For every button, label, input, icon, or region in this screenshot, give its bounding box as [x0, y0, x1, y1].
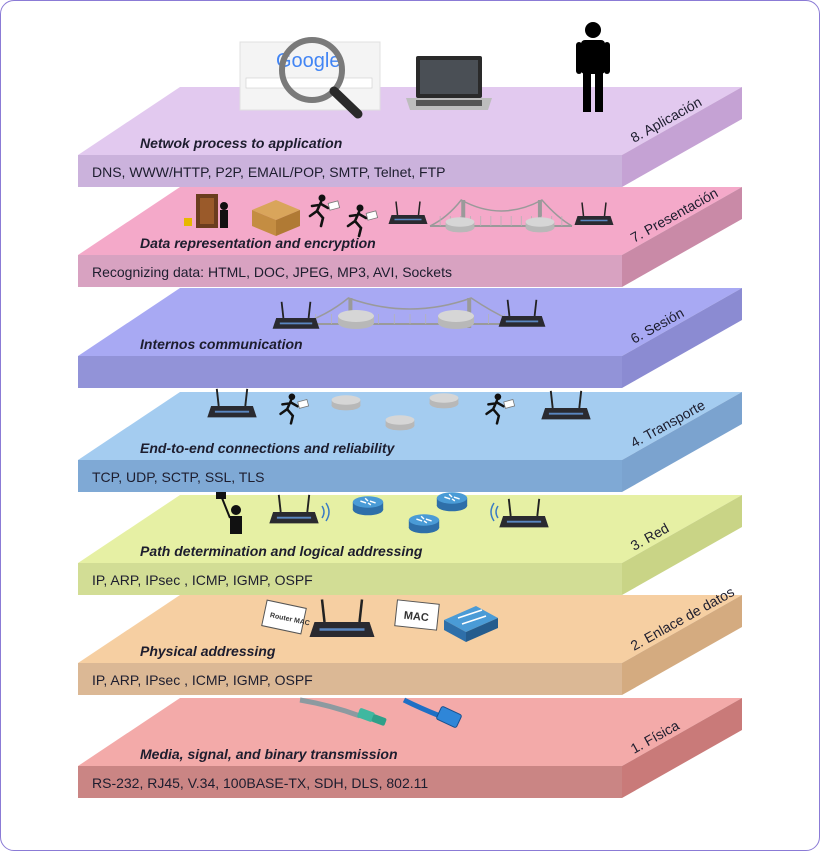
router-icon: [272, 301, 320, 329]
layer-side-face: [622, 698, 742, 798]
layer-side-face: [622, 392, 742, 492]
layer-fisica: Media, signal, and binary transmission RS…: [78, 698, 742, 798]
runner-icon: [346, 204, 379, 238]
layer-front-face: [78, 563, 622, 595]
person-icon: [576, 22, 610, 112]
layer-description: Physical addressing: [140, 643, 276, 659]
router-icon: [309, 599, 375, 637]
cisco-router-icon: [436, 492, 468, 512]
layer-protocols: IP, ARP, IPsec , ICMP, IGMP, OSPF: [92, 672, 313, 688]
layer-description: Media, signal, and binary transmission: [140, 746, 398, 762]
router-icon: [388, 201, 428, 224]
layer-sesion: Internos communication 6. Sesión: [78, 288, 742, 388]
layer-front-face: [78, 663, 622, 695]
layer-description: Data representation and encryption: [140, 235, 376, 251]
layer-description: End-to-end connections and reliability: [140, 440, 396, 456]
layer-top-face: [78, 698, 742, 766]
layer-side-face: [622, 288, 742, 388]
runner-icon: [485, 393, 516, 425]
mac-label: MAC: [403, 610, 429, 625]
grey-router-icon: [525, 217, 555, 233]
layer-side-face: [622, 187, 742, 287]
grey-router-icon: [445, 217, 475, 233]
runner-icon: [279, 393, 310, 425]
cisco-router-icon: [408, 514, 440, 534]
layer-front-face: [78, 255, 622, 287]
layer-protocols: DNS, WWW/HTTP, P2P, EMAIL/POP, SMTP, Tel…: [92, 164, 445, 180]
router-mac-tag: Router MAC: [261, 599, 310, 635]
mac-tag: MAC: [394, 599, 440, 631]
layer-protocols: IP, ARP, IPsec , ICMP, IGMP, OSPF: [92, 572, 313, 588]
fiber-cable-icon: [299, 697, 387, 726]
layer-front-face: [78, 766, 622, 798]
layer-top-face: [78, 595, 742, 663]
grey-router-icon: [385, 415, 415, 431]
layer-front-face: [78, 356, 622, 388]
grey-router-icon: [331, 395, 361, 411]
router-icon: [574, 202, 614, 225]
layer-description: Internos communication: [140, 336, 303, 352]
google-search-icon: Google: [239, 37, 381, 119]
box-icon: [252, 200, 300, 236]
layer-description: Netwok process to application: [140, 135, 342, 151]
router-icon: [498, 299, 546, 327]
layer-protocols: TCP, UDP, SCTP, SSL, TLS: [92, 469, 264, 485]
grey-router-icon: [429, 393, 459, 409]
layer-front-face: [78, 460, 622, 492]
layer-side-face: [622, 87, 742, 187]
layer-protocols: RS-232, RJ45, V.34, 100BASE-TX, SDH, DLS…: [92, 775, 428, 791]
router-icon: [541, 390, 591, 420]
ethernet-cable-icon: [402, 697, 462, 728]
layer-enlace: Physical addressing IP, ARP, IPsec , ICMP…: [78, 583, 742, 695]
layer-presentacion: Data representation and encryption Recogn…: [78, 184, 742, 287]
router-icon: [207, 388, 257, 418]
router-icon: [499, 498, 549, 528]
layer-side-face: [622, 595, 742, 695]
layer-side-face: [622, 495, 742, 595]
router-icon: [269, 494, 319, 524]
layer-red: Path determination and logical addressin…: [78, 492, 742, 595]
wifi-signal-icon: [321, 502, 330, 522]
layer-protocols: Recognizing data: HTML, DOC, JPEG, MP3, …: [92, 264, 452, 280]
layer-description: Path determination and logical addressin…: [140, 543, 423, 559]
person-sign-icon: [216, 492, 242, 534]
layer-front-face: [78, 155, 622, 187]
switch-icon: [444, 606, 498, 642]
layer-transporte: End-to-end connections and reliability TC…: [78, 388, 742, 492]
laptop-icon: [406, 56, 492, 110]
grey-router-icon: [338, 310, 374, 329]
wifi-signal-icon: [490, 502, 499, 522]
grey-router-icon: [438, 310, 474, 329]
runner-icon: [308, 194, 341, 228]
vault-icon: [184, 194, 228, 228]
cisco-router-icon: [352, 496, 384, 516]
google-logo: Google: [276, 50, 341, 72]
